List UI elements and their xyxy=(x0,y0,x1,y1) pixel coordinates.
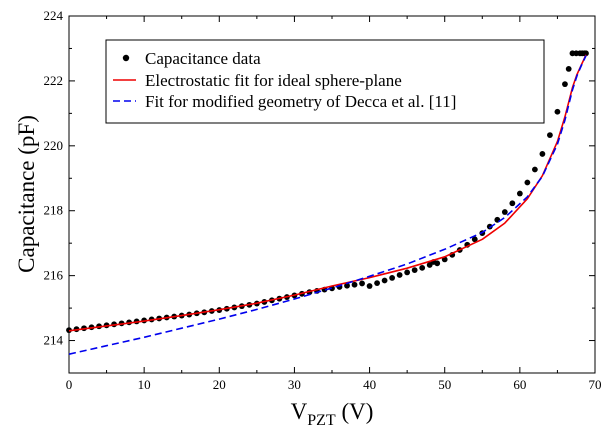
legend-box xyxy=(105,39,545,124)
data-point xyxy=(554,108,561,115)
y-tick-label: 214 xyxy=(44,333,64,348)
chart-marks xyxy=(66,50,589,355)
data-point xyxy=(471,236,478,243)
y-tick-label: 216 xyxy=(44,268,64,283)
data-point xyxy=(516,190,523,197)
data-point xyxy=(374,280,380,287)
data-point xyxy=(539,151,546,157)
y-tick-label: 218 xyxy=(44,203,64,218)
legend-label-ideal-fit: Electrostatic fit for ideal sphere-plane xyxy=(145,71,402,90)
data-point xyxy=(411,267,418,274)
data-point xyxy=(434,260,441,267)
legend: Capacitance data Electrostatic fit for i… xyxy=(105,39,545,124)
data-point xyxy=(396,272,403,278)
data-point xyxy=(509,200,516,207)
data-point xyxy=(389,275,396,281)
data-point xyxy=(565,66,572,72)
data-point xyxy=(351,281,358,288)
data-point xyxy=(419,264,426,271)
data-point xyxy=(547,132,553,139)
axis-ticks: 0 10 20 30 40 50 60 70 214 216 218 220 222 224 xyxy=(44,8,602,392)
x-tick-label: 60 xyxy=(513,377,526,392)
x-axis-title: VPZT (V) xyxy=(291,399,374,428)
data-point xyxy=(524,179,531,186)
data-point xyxy=(583,50,589,57)
y-tick-label: 224 xyxy=(44,8,64,23)
data-point xyxy=(366,283,373,289)
x-tick-label: 10 xyxy=(138,377,151,392)
legend-marker-data xyxy=(122,54,130,62)
x-tick-label: 30 xyxy=(288,377,301,392)
data-point xyxy=(562,81,568,88)
data-point xyxy=(344,282,350,289)
data-point xyxy=(501,209,508,215)
series-line-ideal-sphere-plane xyxy=(68,54,587,332)
data-point xyxy=(404,269,411,276)
data-point xyxy=(359,280,365,287)
y-tick-label: 222 xyxy=(44,73,64,88)
x-tick-label: 50 xyxy=(438,377,451,392)
x-tick-label: 40 xyxy=(363,377,376,392)
data-point xyxy=(531,166,538,173)
data-point xyxy=(381,277,388,284)
y-axis-title: Capacitance (pF) xyxy=(14,115,39,273)
series-line-decca-modified xyxy=(68,55,587,355)
legend-label-data: Capacitance data xyxy=(145,49,261,68)
x-tick-label: 0 xyxy=(66,377,73,392)
legend-label-decca-fit: Fit for modified geometry of Decca et al… xyxy=(145,92,456,111)
x-tick-label: 70 xyxy=(589,377,602,392)
y-tick-label: 220 xyxy=(44,138,64,153)
x-tick-label: 20 xyxy=(213,377,226,392)
